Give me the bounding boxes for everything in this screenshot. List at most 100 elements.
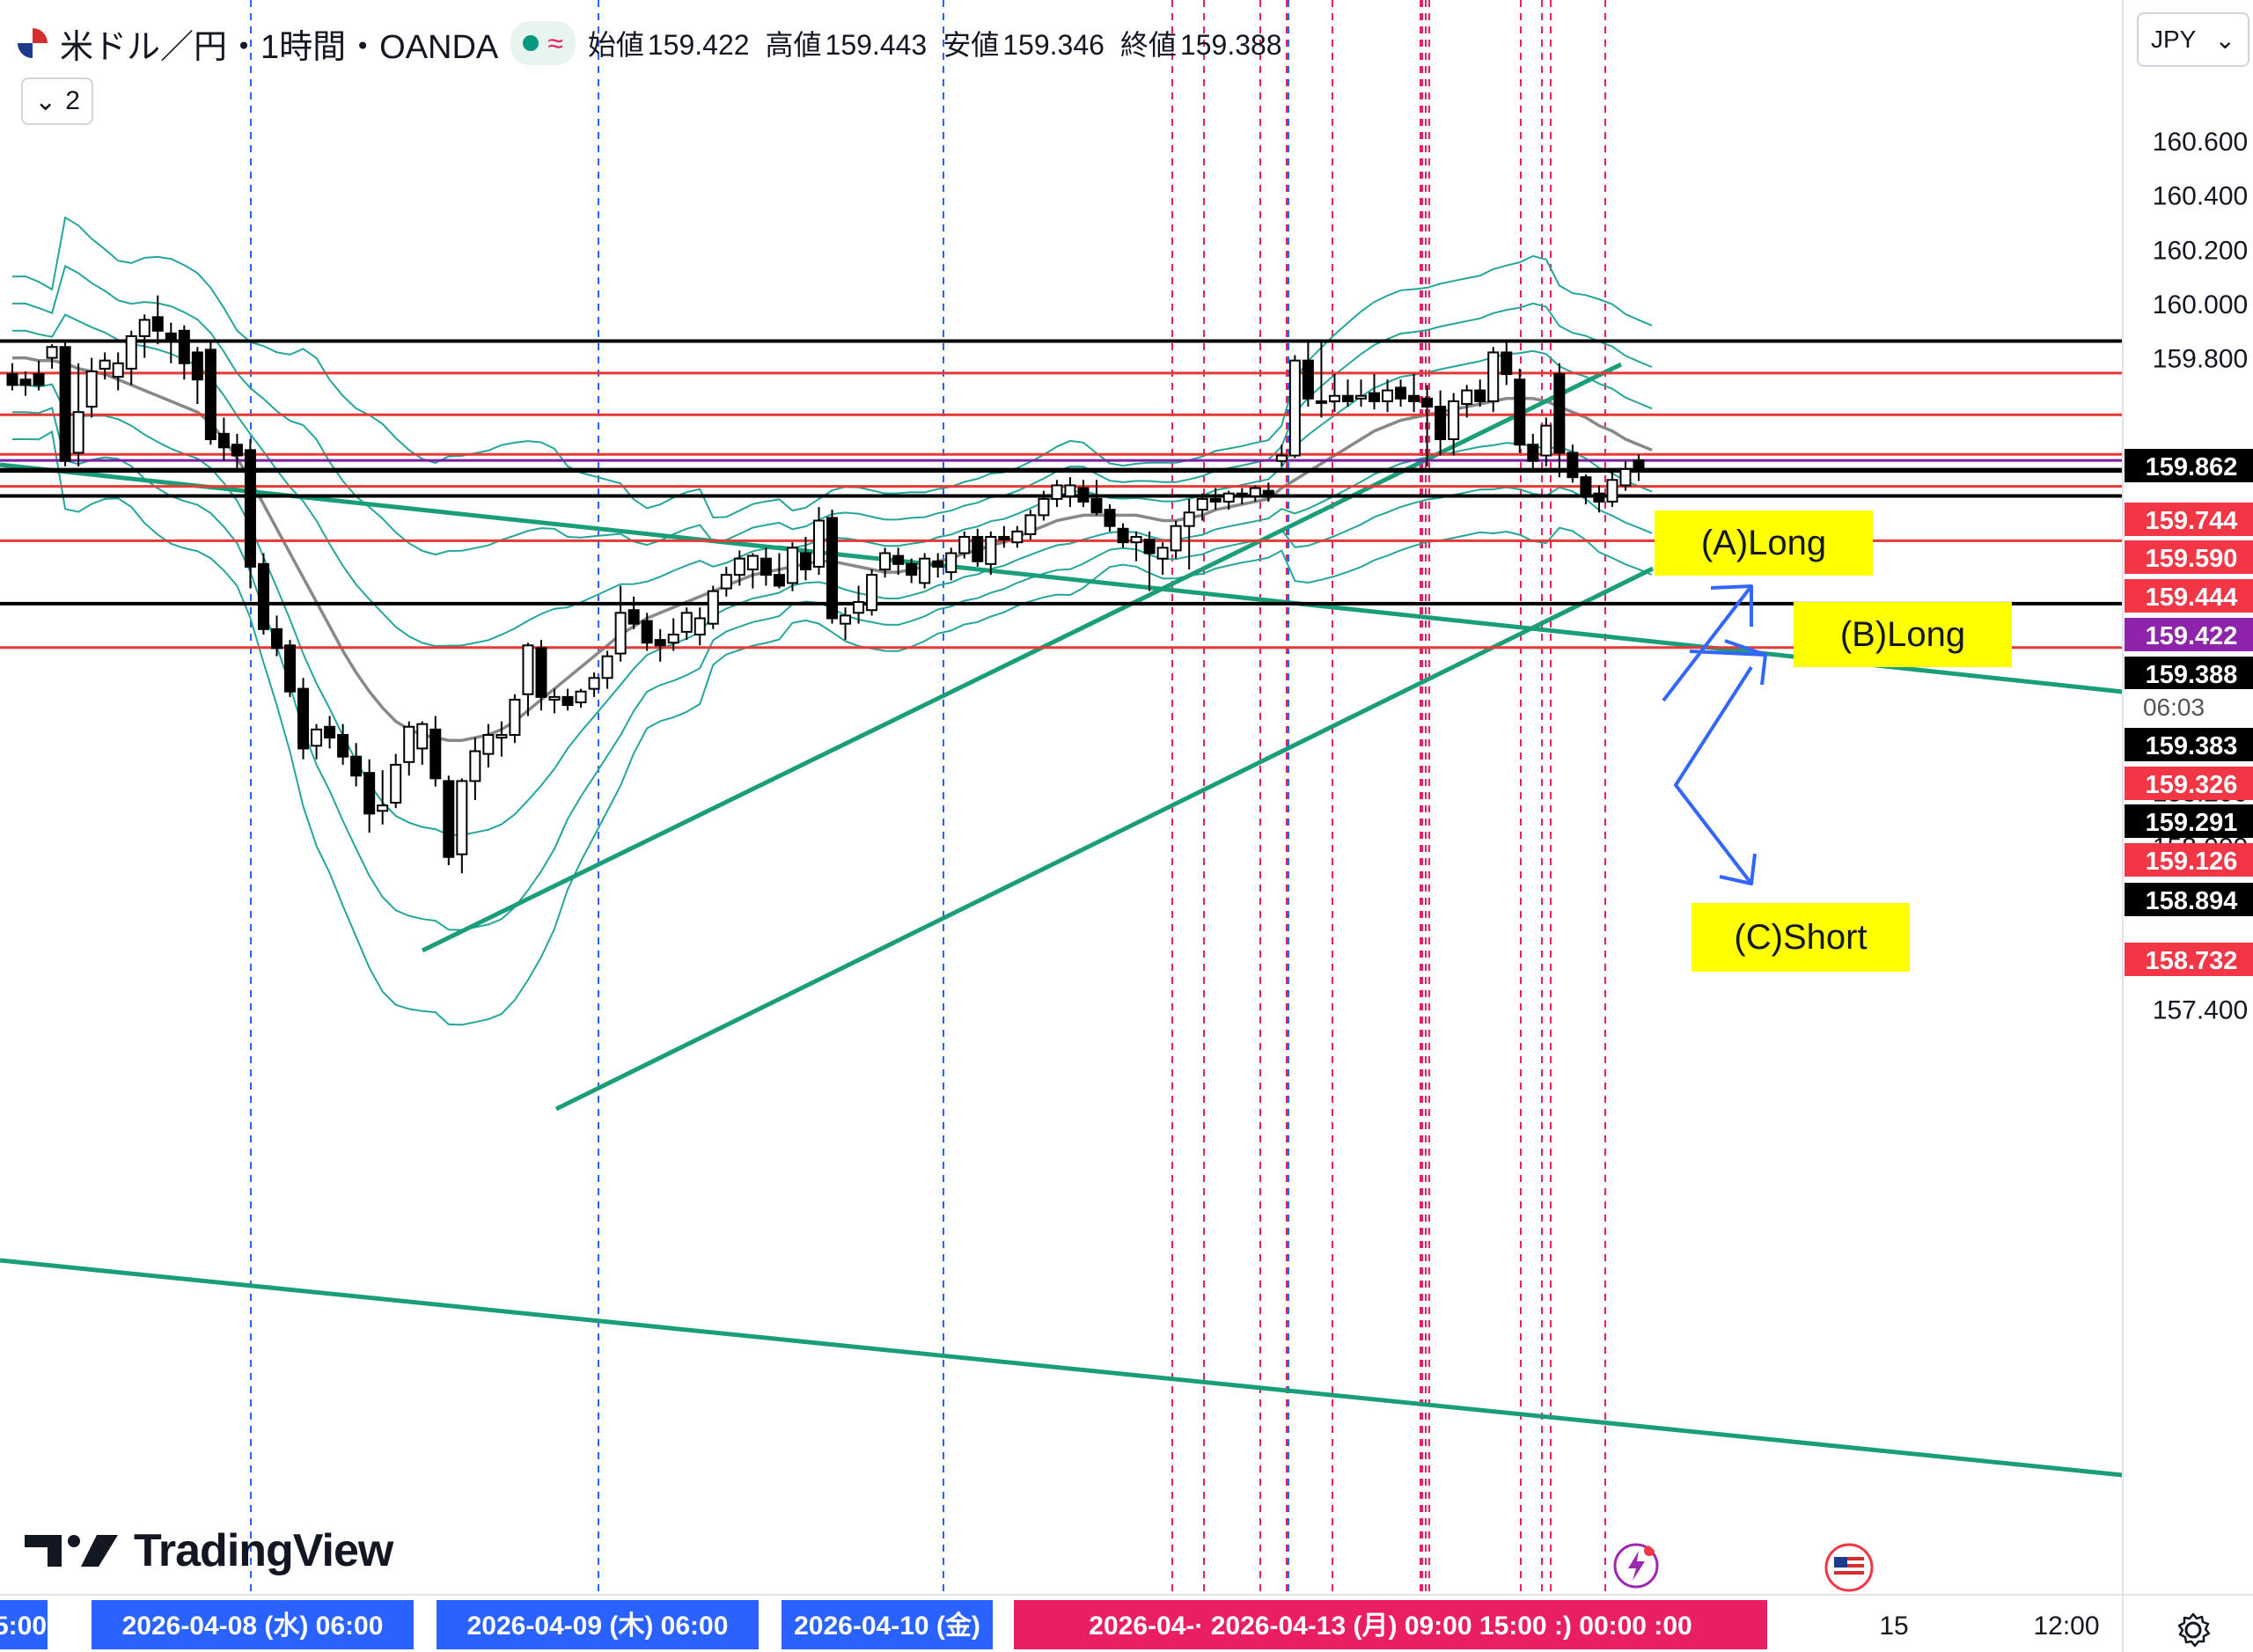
candle-up <box>1328 394 1340 402</box>
time-tick-label: 2026-04-10 (金) <box>794 1611 980 1641</box>
candle-up <box>85 370 98 408</box>
price-axis[interactable]: 160.600 160.400 160.200 160.000 159.800 158.8… <box>2122 0 2253 1652</box>
candle-up <box>1288 359 1301 457</box>
trendline <box>0 462 2124 694</box>
candle-down <box>297 687 310 750</box>
candle-up <box>509 698 521 737</box>
price-tag-label: 158.894 <box>2146 887 2238 915</box>
candle-down <box>1567 452 1579 479</box>
candle-up <box>548 695 561 701</box>
candle-down <box>641 620 653 644</box>
gear-icon[interactable] <box>2174 1611 2213 1649</box>
candle-up <box>1275 454 1288 462</box>
trendlines <box>0 362 2124 1478</box>
tradingview-logo[interactable]: TradingView <box>25 1524 393 1577</box>
candle-up <box>733 557 745 576</box>
countdown-bg <box>2125 689 2253 723</box>
currency-label: JPY <box>2151 26 2197 53</box>
candle-down <box>1395 386 1407 400</box>
candle-up <box>680 612 693 633</box>
time-tick-label: 5:00 <box>0 1612 47 1641</box>
candle-up <box>72 411 84 454</box>
candle-up <box>1011 530 1024 544</box>
bollinger-lower-3sigma <box>12 430 1653 1026</box>
arrow-c-line <box>1674 665 1753 885</box>
candle-down <box>760 557 772 576</box>
ohlc-open: 始値 159.422 <box>587 29 750 61</box>
candle-down <box>1369 392 1381 402</box>
candle-up <box>1315 400 1327 404</box>
candle-up <box>840 614 852 625</box>
trendline <box>421 362 1623 953</box>
price-tag-bg <box>2125 943 2253 976</box>
candle-up <box>1448 400 1460 441</box>
chevron-down-icon: ⌄ <box>34 86 57 116</box>
time-axis[interactable]: 5:00 2026-04-08 (水) 06:00 2026-04-09 (木) 0… <box>0 1594 2253 1649</box>
ohlc-values: 始値 159.422 高値 159.443 安値 159.346 終値 159.388 <box>588 23 1282 63</box>
ohlc-close: 終値 159.388 <box>1119 29 1282 61</box>
price-tag-label: 159.291 <box>2146 809 2238 837</box>
us-flag-event-icon[interactable] <box>1824 1542 1875 1593</box>
candle-down <box>270 628 283 650</box>
scenario-label-bg <box>1794 602 2012 667</box>
countdown-label: 06:03 <box>2143 694 2205 721</box>
price-tag-bg <box>2125 540 2253 574</box>
candle-up <box>1156 547 1169 560</box>
candle-down <box>654 639 666 647</box>
symbol-title[interactable]: 米ドル／円・1時間・OANDA <box>60 28 499 66</box>
candle-down <box>217 432 230 449</box>
candle-down <box>6 373 18 386</box>
candle-up <box>46 346 58 359</box>
scenario-label-bg <box>1692 903 1910 972</box>
candle-down <box>165 332 177 343</box>
trendline <box>0 1258 2124 1478</box>
us-japan-flag-icon <box>18 28 48 58</box>
price-tag-label: 159.422 <box>2146 622 2238 650</box>
candle-up <box>1038 497 1050 517</box>
candle-up <box>1487 351 1500 402</box>
time-tick-label: 12:00 <box>2033 1612 2099 1641</box>
candle-up <box>866 574 878 612</box>
candle-up <box>1183 511 1195 527</box>
candle-up <box>1606 479 1618 503</box>
symbol-legend: 米ドル／円・1時間・OANDA ≈ 始値 159.422 高値 159.443 安値… <box>18 16 1282 70</box>
market-status-pill[interactable]: ≈ <box>510 21 576 65</box>
candle-up <box>403 725 415 763</box>
candle-up <box>469 750 481 782</box>
candle-up <box>1024 514 1037 535</box>
candle-down <box>443 780 455 858</box>
candle-up <box>614 612 627 655</box>
price-tick-label: 160.200 <box>2153 236 2248 265</box>
candle-up <box>311 728 323 747</box>
candle-down <box>1553 373 1566 454</box>
candle-up <box>720 574 732 590</box>
price-tag-label: 158.732 <box>2146 947 2238 975</box>
approx-icon: ≈ <box>547 26 563 59</box>
candle-up <box>1249 487 1261 497</box>
candle-up <box>1222 492 1235 503</box>
candle-down <box>257 562 269 630</box>
arrow-b-line <box>1689 650 1766 657</box>
tradingview-wordmark: TradingView <box>134 1525 393 1576</box>
candle-up <box>482 734 495 755</box>
candle-down <box>284 644 297 693</box>
candle-down <box>204 349 216 441</box>
candle-up <box>112 362 124 378</box>
candle-up <box>985 536 997 565</box>
currency-selector[interactable]: JPY ⌄ <box>2137 12 2249 67</box>
time-label-bg <box>437 1600 759 1649</box>
indicator-collapse-button[interactable]: ⌄ 2 <box>21 77 93 125</box>
lightning-icon[interactable] <box>1612 1542 1660 1590</box>
candle-up <box>1130 536 1142 544</box>
market-open-dot-icon <box>523 35 539 51</box>
time-tick-label: 2026-04-09 (木) 06:00 <box>467 1612 729 1641</box>
price-tick-label: 160.400 <box>2153 182 2248 211</box>
candle-up <box>879 552 892 570</box>
price-tick-label: 160.600 <box>2153 128 2248 157</box>
candle-up <box>1196 497 1208 511</box>
candle-down <box>1408 394 1420 402</box>
time-label-bg <box>0 1600 48 1649</box>
price-tag-bg <box>2125 503 2253 536</box>
candle-up <box>707 590 719 625</box>
